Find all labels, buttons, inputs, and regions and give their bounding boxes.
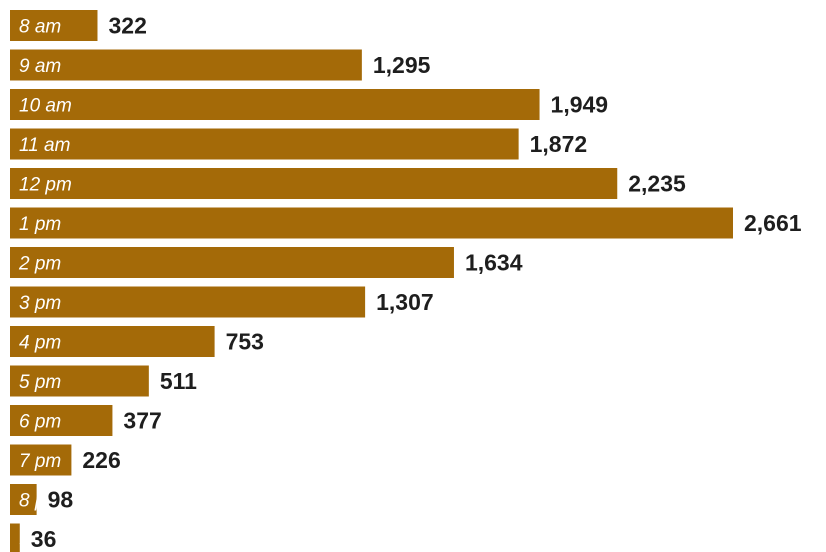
value-label: 2,661	[744, 210, 802, 236]
value-label: 98	[48, 487, 74, 513]
category-label: 2 pm	[18, 254, 61, 275]
value-label: 1,295	[373, 52, 431, 78]
category-label: 3 pm	[19, 293, 61, 314]
bar	[10, 49, 362, 81]
value-label: 1,634	[465, 250, 523, 276]
value-label: 36	[31, 526, 57, 552]
bar-group: 7 pm 226	[10, 444, 121, 476]
bar	[10, 484, 37, 515]
bar	[10, 168, 618, 199]
category-label: 9 am	[19, 56, 61, 77]
category-label: 7 pm	[19, 451, 61, 472]
value-label: 1,949	[551, 92, 609, 118]
bar-group: 12 pm 2,235	[10, 168, 686, 199]
category-label: 8 am	[19, 17, 61, 38]
category-label: 12 pm	[19, 175, 72, 196]
value-label: 226	[82, 447, 120, 473]
bar	[10, 207, 733, 239]
value-label: 1,872	[530, 131, 588, 157]
bar-group: 8 am 322	[10, 10, 147, 41]
bar	[10, 365, 149, 397]
category-label: 8 pm	[19, 491, 61, 512]
category-label: 1 pm	[19, 214, 61, 235]
category-label: 10 am	[19, 96, 72, 117]
value-label: 1,307	[376, 289, 434, 315]
value-label: 753	[226, 329, 264, 355]
bar	[10, 326, 215, 357]
value-label: 511	[160, 368, 197, 394]
bar	[10, 286, 366, 318]
bar-group: 1 pm 2,661	[10, 207, 802, 239]
category-label: 4 pm	[19, 333, 61, 354]
category-label: 6 pm	[19, 412, 61, 433]
bar-group: 6 pm 377	[10, 405, 162, 436]
value-label: 322	[108, 13, 146, 39]
bar-group: 5 pm 511	[10, 365, 197, 397]
bar	[10, 405, 113, 436]
category-label: 5 pm	[19, 372, 61, 393]
bar	[10, 89, 540, 120]
bar-group: 10 am 1,949	[10, 89, 608, 120]
bar	[10, 444, 72, 476]
value-label: 2,235	[628, 171, 686, 197]
bar	[10, 128, 519, 160]
category-label: 9 pm	[19, 530, 61, 551]
bar-group: 4 pm 753	[10, 326, 264, 357]
bar-group: 11 am 1,872	[10, 128, 588, 160]
bar-group: 3 pm 1,307	[10, 286, 434, 318]
bar-group: 9 am 1,295	[10, 49, 431, 81]
category-label: 11 am	[19, 135, 70, 156]
bar	[10, 10, 98, 41]
value-label: 377	[123, 408, 161, 434]
bar	[10, 523, 20, 552]
bar-group: 2 pm 1,634	[10, 247, 523, 278]
bar	[10, 247, 454, 278]
